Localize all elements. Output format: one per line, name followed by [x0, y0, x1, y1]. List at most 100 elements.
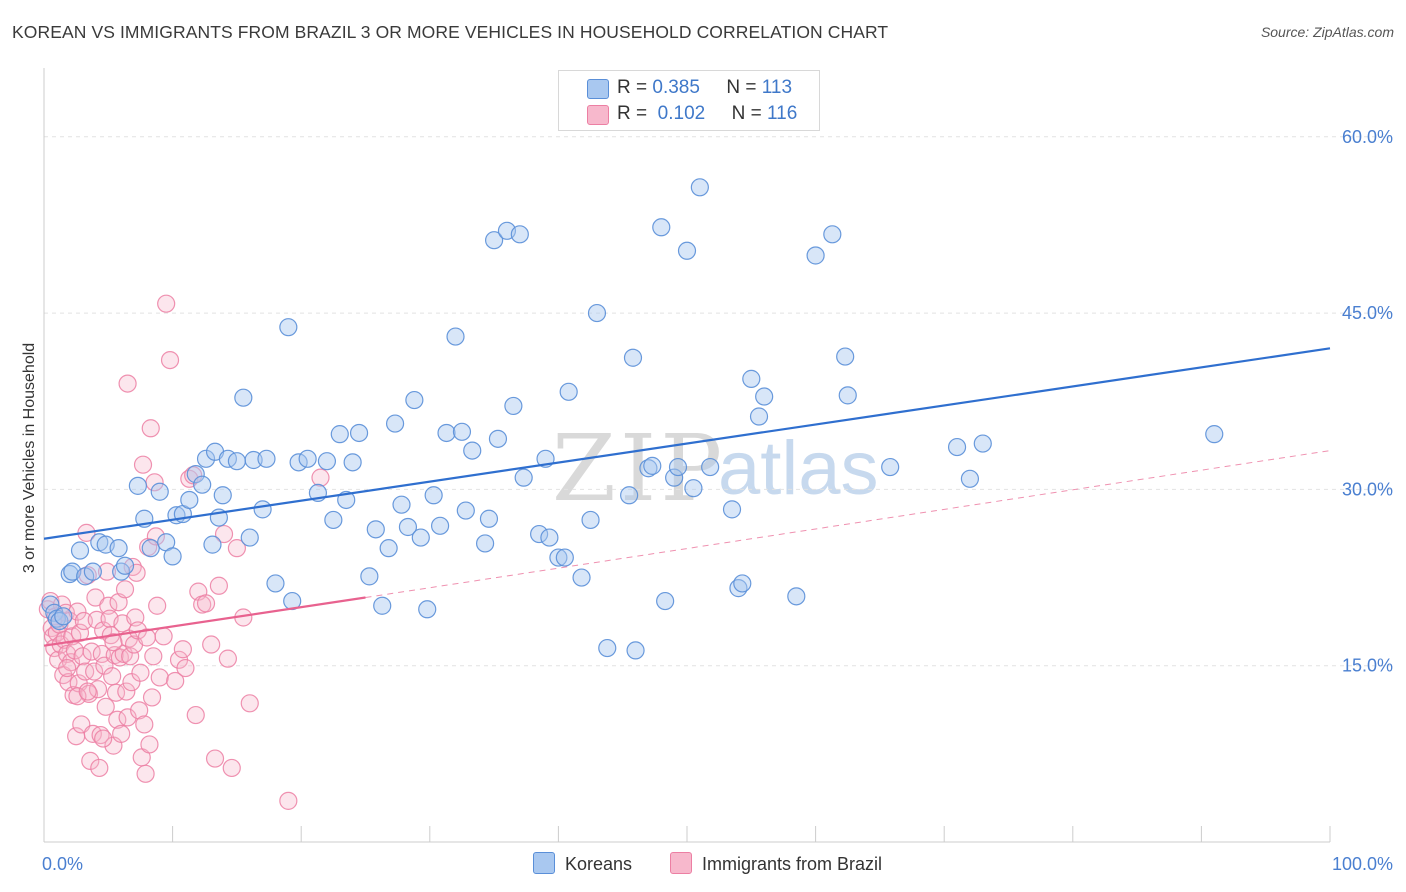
korean-point — [392, 495, 411, 514]
legend-r-label: R = — [617, 77, 648, 98]
brazil-point — [96, 697, 115, 716]
korean-point — [485, 231, 504, 250]
y-tick-label: 60.0% — [1342, 127, 1393, 147]
brazil-point — [218, 649, 237, 668]
korean-point — [652, 218, 671, 237]
brazil-point — [142, 688, 162, 707]
brazil-point — [160, 350, 180, 370]
legend-n-value-brazil: 116 — [767, 103, 798, 124]
brazil-point — [86, 588, 105, 607]
korean-point — [54, 607, 73, 626]
x-tick-label: 100.0% — [1332, 854, 1393, 874]
korean-point — [806, 246, 825, 265]
korean-point — [581, 510, 600, 530]
brazil-point — [127, 563, 146, 582]
korean-point — [193, 475, 212, 494]
y-tick-label: 15.0% — [1342, 656, 1393, 676]
legend-r-label: R = — [617, 103, 648, 124]
korean-point — [677, 241, 697, 260]
brazil-point — [87, 610, 106, 629]
brazil-point — [154, 627, 173, 646]
korean-point — [479, 509, 499, 528]
korean-point — [446, 327, 465, 346]
watermark-atlas: atlas — [718, 426, 879, 511]
brazil-point — [227, 539, 246, 558]
korean-point — [510, 225, 529, 244]
korean-point — [418, 600, 437, 619]
korean-point — [973, 434, 992, 453]
watermark: ZIP atlas — [552, 415, 879, 522]
korean-point — [266, 574, 285, 593]
korean-point — [960, 469, 980, 488]
korean-point — [823, 225, 842, 244]
korean-point — [668, 457, 688, 477]
korean-point — [947, 437, 967, 457]
brazil-point — [202, 635, 221, 654]
korean-point — [787, 587, 806, 606]
brazil-point — [118, 374, 137, 393]
korean-point — [722, 500, 742, 519]
korean-point — [881, 457, 900, 477]
brazil-point — [141, 419, 160, 438]
korean-point — [626, 641, 645, 660]
brazil-point — [157, 294, 176, 313]
x-tick-labels: 0.0% 100.0% — [42, 854, 1393, 874]
brazil-point — [121, 647, 140, 666]
korean-point — [437, 423, 456, 443]
brazil-point — [78, 682, 97, 701]
korean-point — [424, 486, 443, 505]
korean-point — [289, 453, 308, 472]
korean-point — [742, 369, 761, 388]
brazil-point — [150, 668, 169, 687]
y-tick-labels: 15.0% 30.0% 45.0% 60.0% — [1342, 127, 1393, 676]
korean-point — [836, 347, 855, 366]
korean-point — [257, 449, 276, 468]
korean-point — [430, 516, 450, 535]
brazil-point — [140, 735, 159, 754]
korean-point — [203, 535, 222, 554]
brazil-point — [112, 724, 131, 743]
korean-point — [240, 528, 259, 547]
brazil-point — [85, 662, 104, 681]
chart-title: KOREAN VS IMMIGRANTS FROM BRAZIL 3 OR MO… — [12, 22, 889, 42]
korean-point — [150, 482, 169, 501]
brazil-point — [166, 671, 185, 691]
x-tick-label: 0.0% — [42, 854, 83, 874]
legend-row-brazil: R = 0.102 N = 116 — [587, 103, 817, 127]
brazil-point — [115, 580, 135, 599]
brazil-point — [92, 644, 111, 664]
brazil-point — [133, 455, 153, 474]
brazil-point — [146, 527, 165, 546]
korean-point — [234, 388, 253, 407]
korean-point — [186, 465, 205, 484]
korean-point — [540, 528, 559, 547]
korean-point — [701, 457, 720, 477]
korean-point — [623, 348, 643, 367]
korean-point — [643, 456, 662, 475]
korean-point — [665, 468, 684, 487]
korean-point — [244, 450, 263, 470]
korean-point — [373, 596, 392, 615]
korean-point — [317, 452, 337, 471]
brazil-point — [240, 694, 259, 713]
brazil-point — [279, 791, 298, 810]
axes — [43, 68, 1331, 843]
brazil-point — [173, 640, 192, 659]
korean-point — [598, 638, 617, 658]
korean-point — [70, 541, 90, 560]
korean-point — [213, 486, 232, 505]
bottom-legend-brazil: Immigrants from Brazil — [670, 852, 882, 875]
brazil-point — [135, 715, 154, 734]
korean-point — [749, 407, 769, 426]
legend-r-value-brazil: 0.102 — [657, 103, 706, 124]
brazil-point — [94, 729, 113, 748]
brazil-point — [131, 663, 150, 682]
y-axis-label: 3 or more Vehicles in Household — [21, 343, 38, 573]
bottom-legend-swatch-koreans — [533, 852, 555, 874]
korean-point — [488, 429, 508, 448]
korean-point — [405, 390, 424, 410]
korean-point — [298, 449, 317, 468]
chart-source: Source: ZipAtlas.com — [1260, 24, 1394, 40]
brazil-trend-extension — [365, 450, 1331, 599]
